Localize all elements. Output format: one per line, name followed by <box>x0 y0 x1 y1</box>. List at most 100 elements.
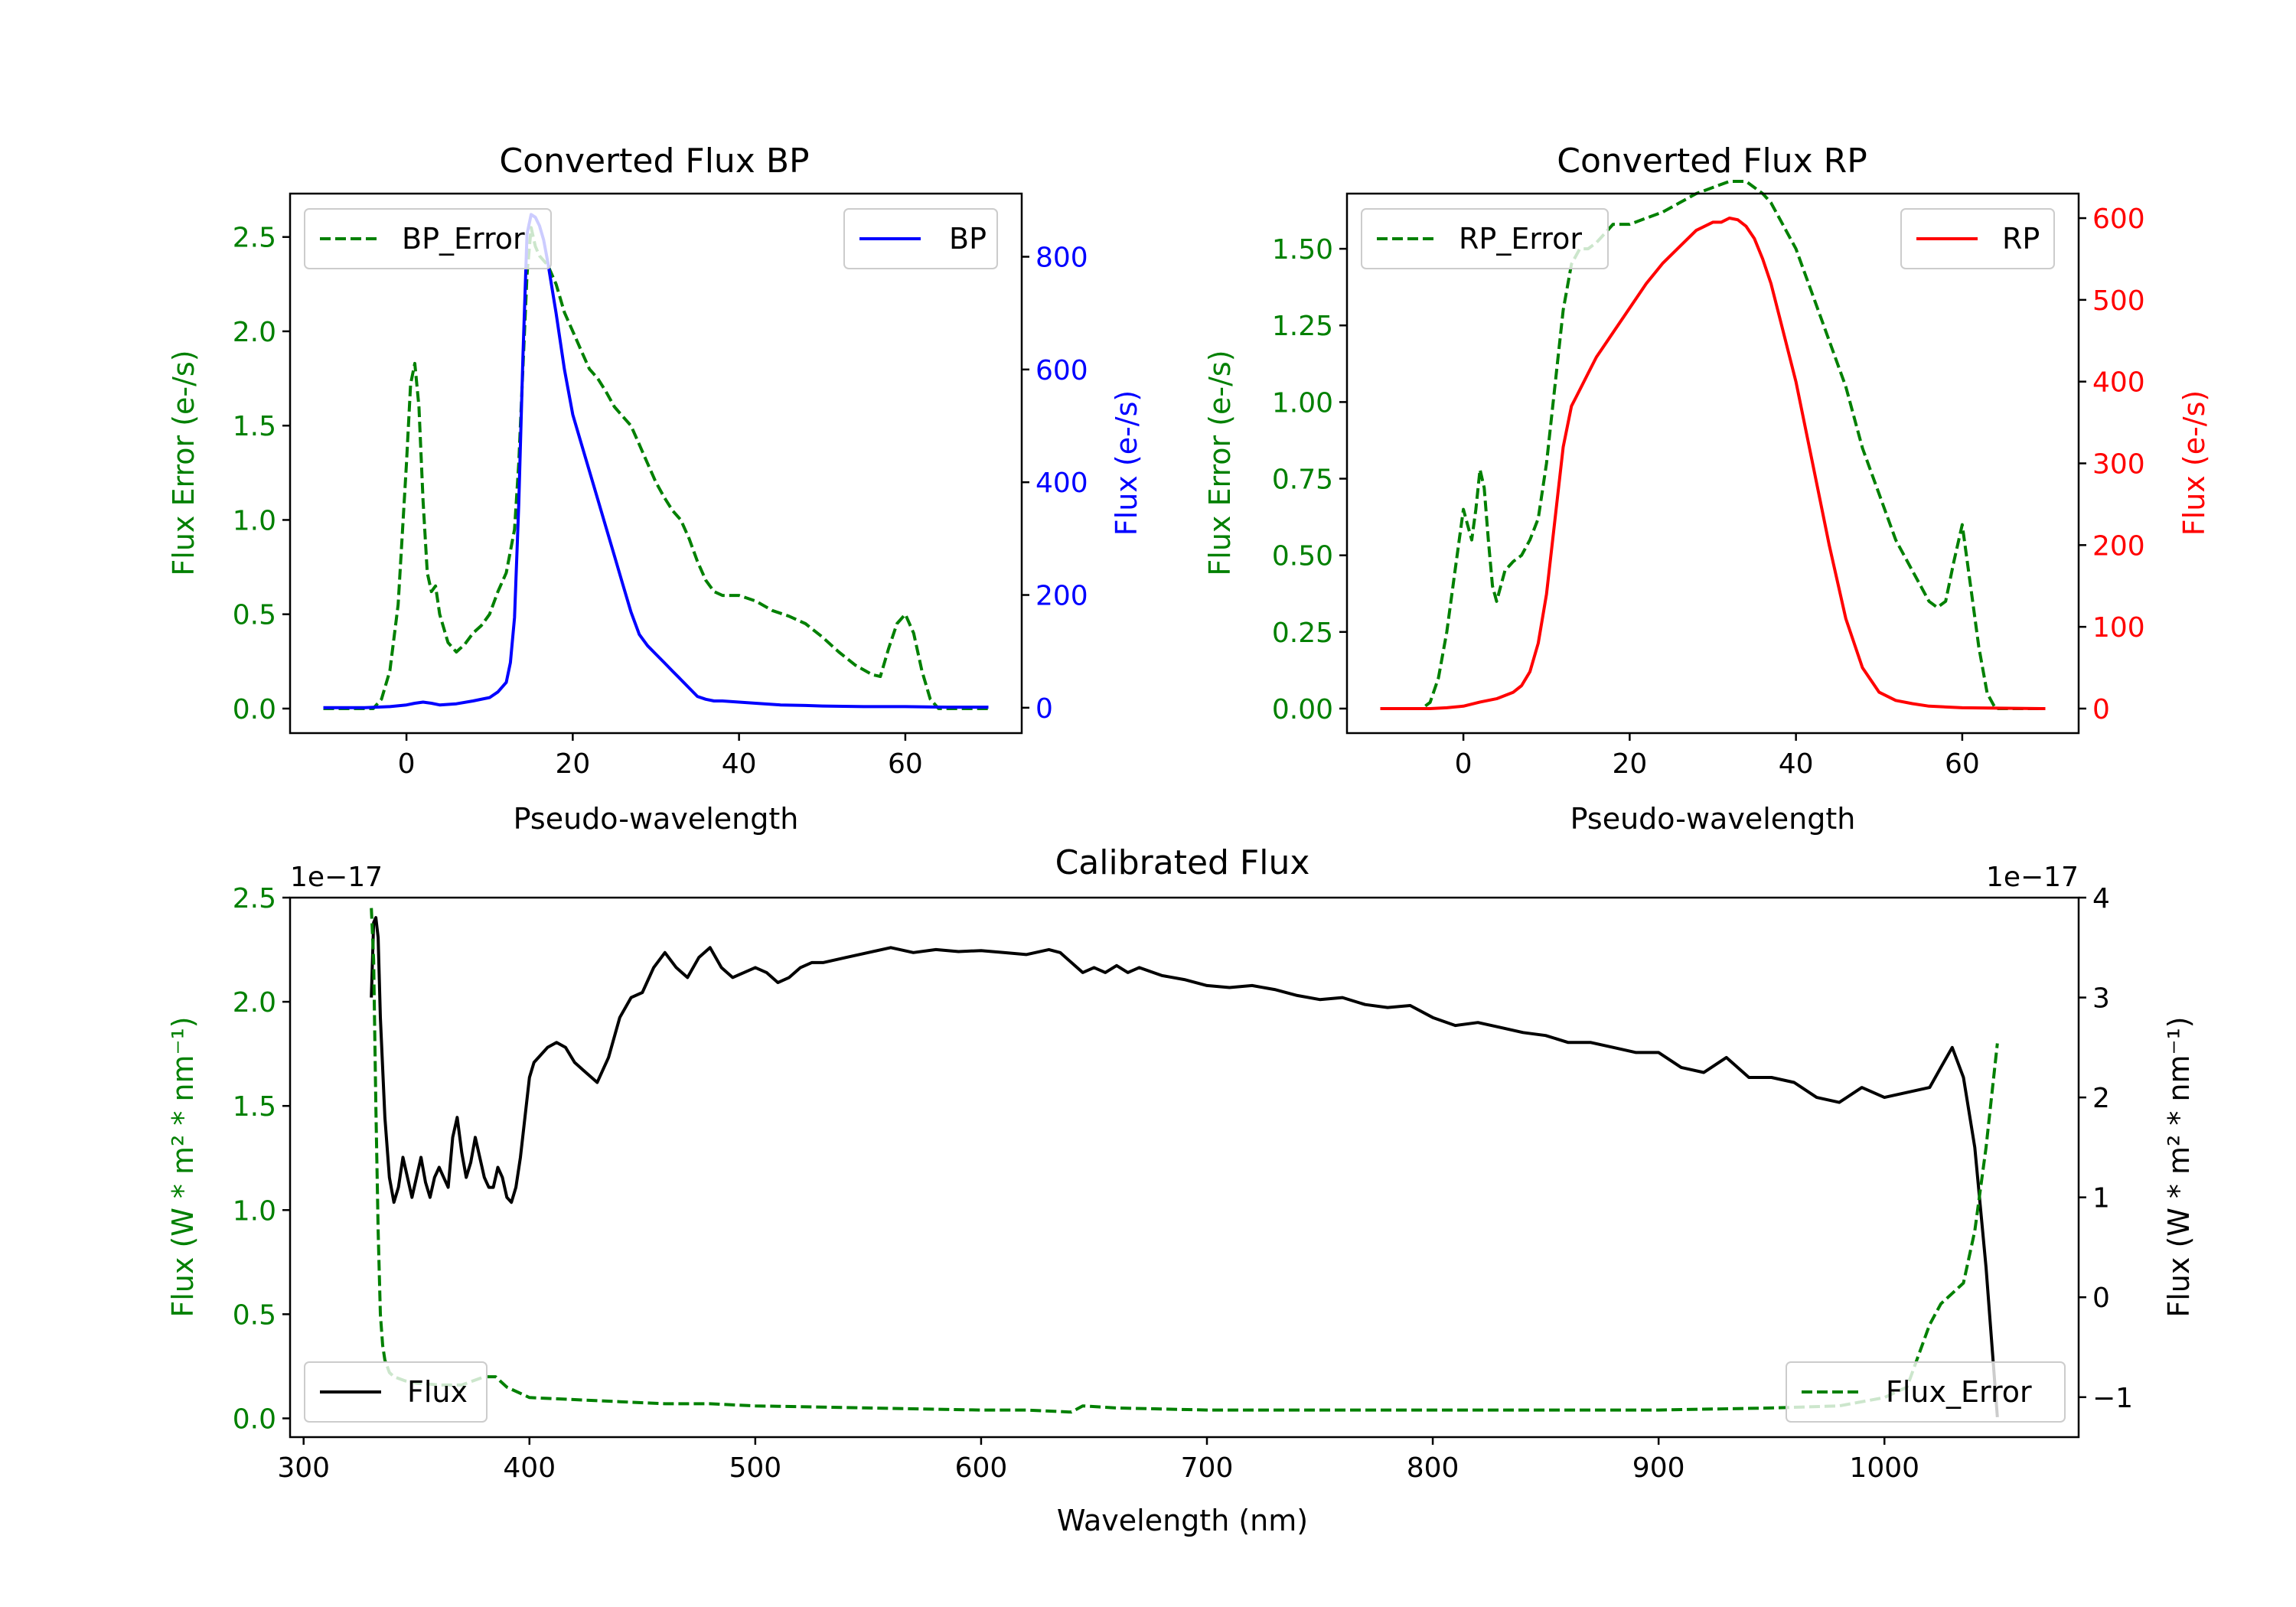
bp-title: Converted Flux BP <box>499 142 809 181</box>
rp-left-tick-label: 0.00 <box>1272 694 1333 725</box>
calibrated-xlabel: Wavelength (nm) <box>1057 1504 1308 1537</box>
calibrated-right-tick-label: 3 <box>2092 983 2110 1015</box>
bp-lines <box>323 213 989 710</box>
rp-left-tick-label: 1.50 <box>1272 234 1333 266</box>
calibrated-x-tick-label: 900 <box>1632 1452 1685 1484</box>
bp-bp-line <box>323 213 989 709</box>
rp-right-tick-label: 300 <box>2092 449 2145 481</box>
rp-flux-legend: RP <box>1900 208 2055 269</box>
calibrated-flux-error-line <box>370 908 1999 1414</box>
calibrated-title: Calibrated Flux <box>1055 843 1310 882</box>
bp-left-tick-label: 1.5 <box>233 411 276 442</box>
rp-xlabel: Pseudo-wavelength <box>1570 802 1856 836</box>
bp-x-tick-label: 20 <box>555 748 590 780</box>
calibrated-ylabel-right: Flux (W * m² * nm⁻¹) <box>2162 1016 2196 1317</box>
rp-panel: Converted Flux RP 0.00 0.25 0.50 0.75 1.00 1.… <box>1203 142 2211 836</box>
rp-error-legend: RP_Error <box>1361 208 1609 269</box>
bp-left-tick-label: 2.5 <box>233 223 276 254</box>
bp-left-tick-label: 0.5 <box>233 600 276 631</box>
calibrated-scale-left: 1e−17 <box>290 862 383 893</box>
calibrated-flux-legend-label: Flux <box>407 1375 468 1409</box>
bp-error-legend: BP_Error <box>304 208 552 269</box>
calibrated-scale-right: 1e−17 <box>1986 862 2079 893</box>
bp-left-tick-label: 1.0 <box>233 505 276 536</box>
calibrated-frame <box>289 896 2080 1439</box>
rp-left-tick-label: 1.25 <box>1272 311 1333 342</box>
bp-left-tick-label: 0.0 <box>233 694 276 725</box>
rp-error-legend-label: RP_Error <box>1459 222 1582 256</box>
rp-lines <box>1380 180 2046 710</box>
calibrated-right-tick-label: 4 <box>2092 883 2110 914</box>
calibrated-error-legend: Flux_Error <box>1786 1361 2066 1423</box>
bp-right-tick-label: 0 <box>1035 693 1053 725</box>
rp-left-tick-label: 0.75 <box>1272 464 1333 496</box>
calibrated-x-tick-label: 300 <box>277 1452 330 1484</box>
calibrated-x-axis: 300 400 500 600 700 800 900 1000 <box>277 1437 1919 1484</box>
rp-right-tick-label: 200 <box>2092 530 2145 562</box>
bp-right-tick-label: 800 <box>1035 243 1088 274</box>
bp-right-tick-label: 400 <box>1035 468 1088 499</box>
rp-right-axis: 0 100 200 300 400 500 600 <box>2079 204 2145 725</box>
bp-x-tick-label: 40 <box>722 748 757 780</box>
bp-left-tick-label: 2.0 <box>233 317 276 348</box>
calibrated-lines <box>370 908 1999 1418</box>
bp-error-legend-label: BP_Error <box>402 222 525 256</box>
bp-flux-legend-label: BP <box>949 222 987 256</box>
bp-right-tick-label: 200 <box>1035 581 1088 612</box>
calibrated-left-tick-label: 0.5 <box>233 1299 276 1331</box>
bp-left-axis: 0.0 0.5 1.0 1.5 2.0 2.5 <box>233 223 290 725</box>
rp-right-tick-label: 0 <box>2092 694 2110 725</box>
rp-x-tick-label: 0 <box>1455 748 1473 780</box>
calibrated-flux-legend: Flux <box>304 1361 488 1423</box>
rp-rp-line <box>1380 217 2046 710</box>
rp-right-tick-label: 400 <box>2092 367 2145 399</box>
calibrated-x-tick-label: 600 <box>955 1452 1008 1484</box>
rp-x-tick-label: 20 <box>1612 748 1647 780</box>
calibrated-left-tick-label: 2.0 <box>233 987 276 1019</box>
calibrated-left-tick-label: 0.0 <box>233 1404 276 1436</box>
calibrated-x-tick-label: 400 <box>503 1452 556 1484</box>
calibrated-left-tick-label: 2.5 <box>233 883 276 914</box>
calibrated-panel: Calibrated Flux 1e−17 1e−17 0.0 0.5 1.0 1.5… <box>166 843 2196 1537</box>
calibrated-x-tick-label: 500 <box>729 1452 781 1484</box>
rp-left-axis: 0.00 0.25 0.50 0.75 1.00 1.25 1.50 <box>1272 234 1347 725</box>
rp-x-tick-label: 60 <box>1945 748 1980 780</box>
calibrated-right-tick-label: −1 <box>2092 1383 2133 1414</box>
calibrated-x-tick-label: 700 <box>1181 1452 1234 1484</box>
calibrated-error-legend-label: Flux_Error <box>1886 1375 2032 1409</box>
bp-right-axis: 0 200 400 600 800 <box>1022 243 1088 725</box>
bp-frame <box>289 192 1023 735</box>
calibrated-right-tick-label: 1 <box>2092 1183 2110 1214</box>
rp-flux-legend-label: RP <box>2002 222 2040 256</box>
calibrated-x-tick-label: 800 <box>1407 1452 1459 1484</box>
calibrated-x-tick-label: 1000 <box>1849 1452 1919 1484</box>
bp-ylabel-left: Flux Error (e-/s) <box>167 350 201 575</box>
rp-x-axis: 0 20 40 60 <box>1455 733 1980 780</box>
rp-right-tick-label: 600 <box>2092 204 2145 235</box>
rp-rp-error-line <box>1380 180 2046 710</box>
rp-right-tick-label: 100 <box>2092 612 2145 644</box>
calibrated-ylabel-left: Flux (W * m² * nm⁻¹) <box>166 1016 200 1317</box>
bp-bp-error-line <box>323 226 989 710</box>
bp-x-tick-label: 60 <box>888 748 923 780</box>
calibrated-flux-line <box>370 916 1999 1418</box>
bp-x-axis: 0 20 40 60 <box>398 733 923 780</box>
bp-panel: Converted Flux BP 0.0 0.5 1.0 1.5 2.0 2.5 0 20… <box>167 142 1143 836</box>
rp-left-tick-label: 0.50 <box>1272 541 1333 572</box>
calibrated-right-axis: −1 0 1 2 3 4 <box>2079 883 2133 1414</box>
rp-x-tick-label: 40 <box>1779 748 1814 780</box>
calibrated-left-tick-label: 1.0 <box>233 1195 276 1227</box>
bp-flux-legend: BP <box>843 208 998 269</box>
calibrated-right-tick-label: 2 <box>2092 1083 2110 1114</box>
calibrated-left-tick-label: 1.5 <box>233 1091 276 1123</box>
rp-right-tick-label: 500 <box>2092 285 2145 317</box>
rp-title: Converted Flux RP <box>1557 142 1867 181</box>
rp-ylabel-right: Flux (e-/s) <box>2177 390 2211 536</box>
calibrated-right-tick-label: 0 <box>2092 1283 2110 1314</box>
bp-x-tick-label: 0 <box>398 748 416 780</box>
rp-frame <box>1345 192 2080 735</box>
bp-xlabel: Pseudo-wavelength <box>514 802 799 836</box>
bp-right-tick-label: 600 <box>1035 355 1088 386</box>
bp-ylabel-right: Flux (e-/s) <box>1110 390 1143 536</box>
